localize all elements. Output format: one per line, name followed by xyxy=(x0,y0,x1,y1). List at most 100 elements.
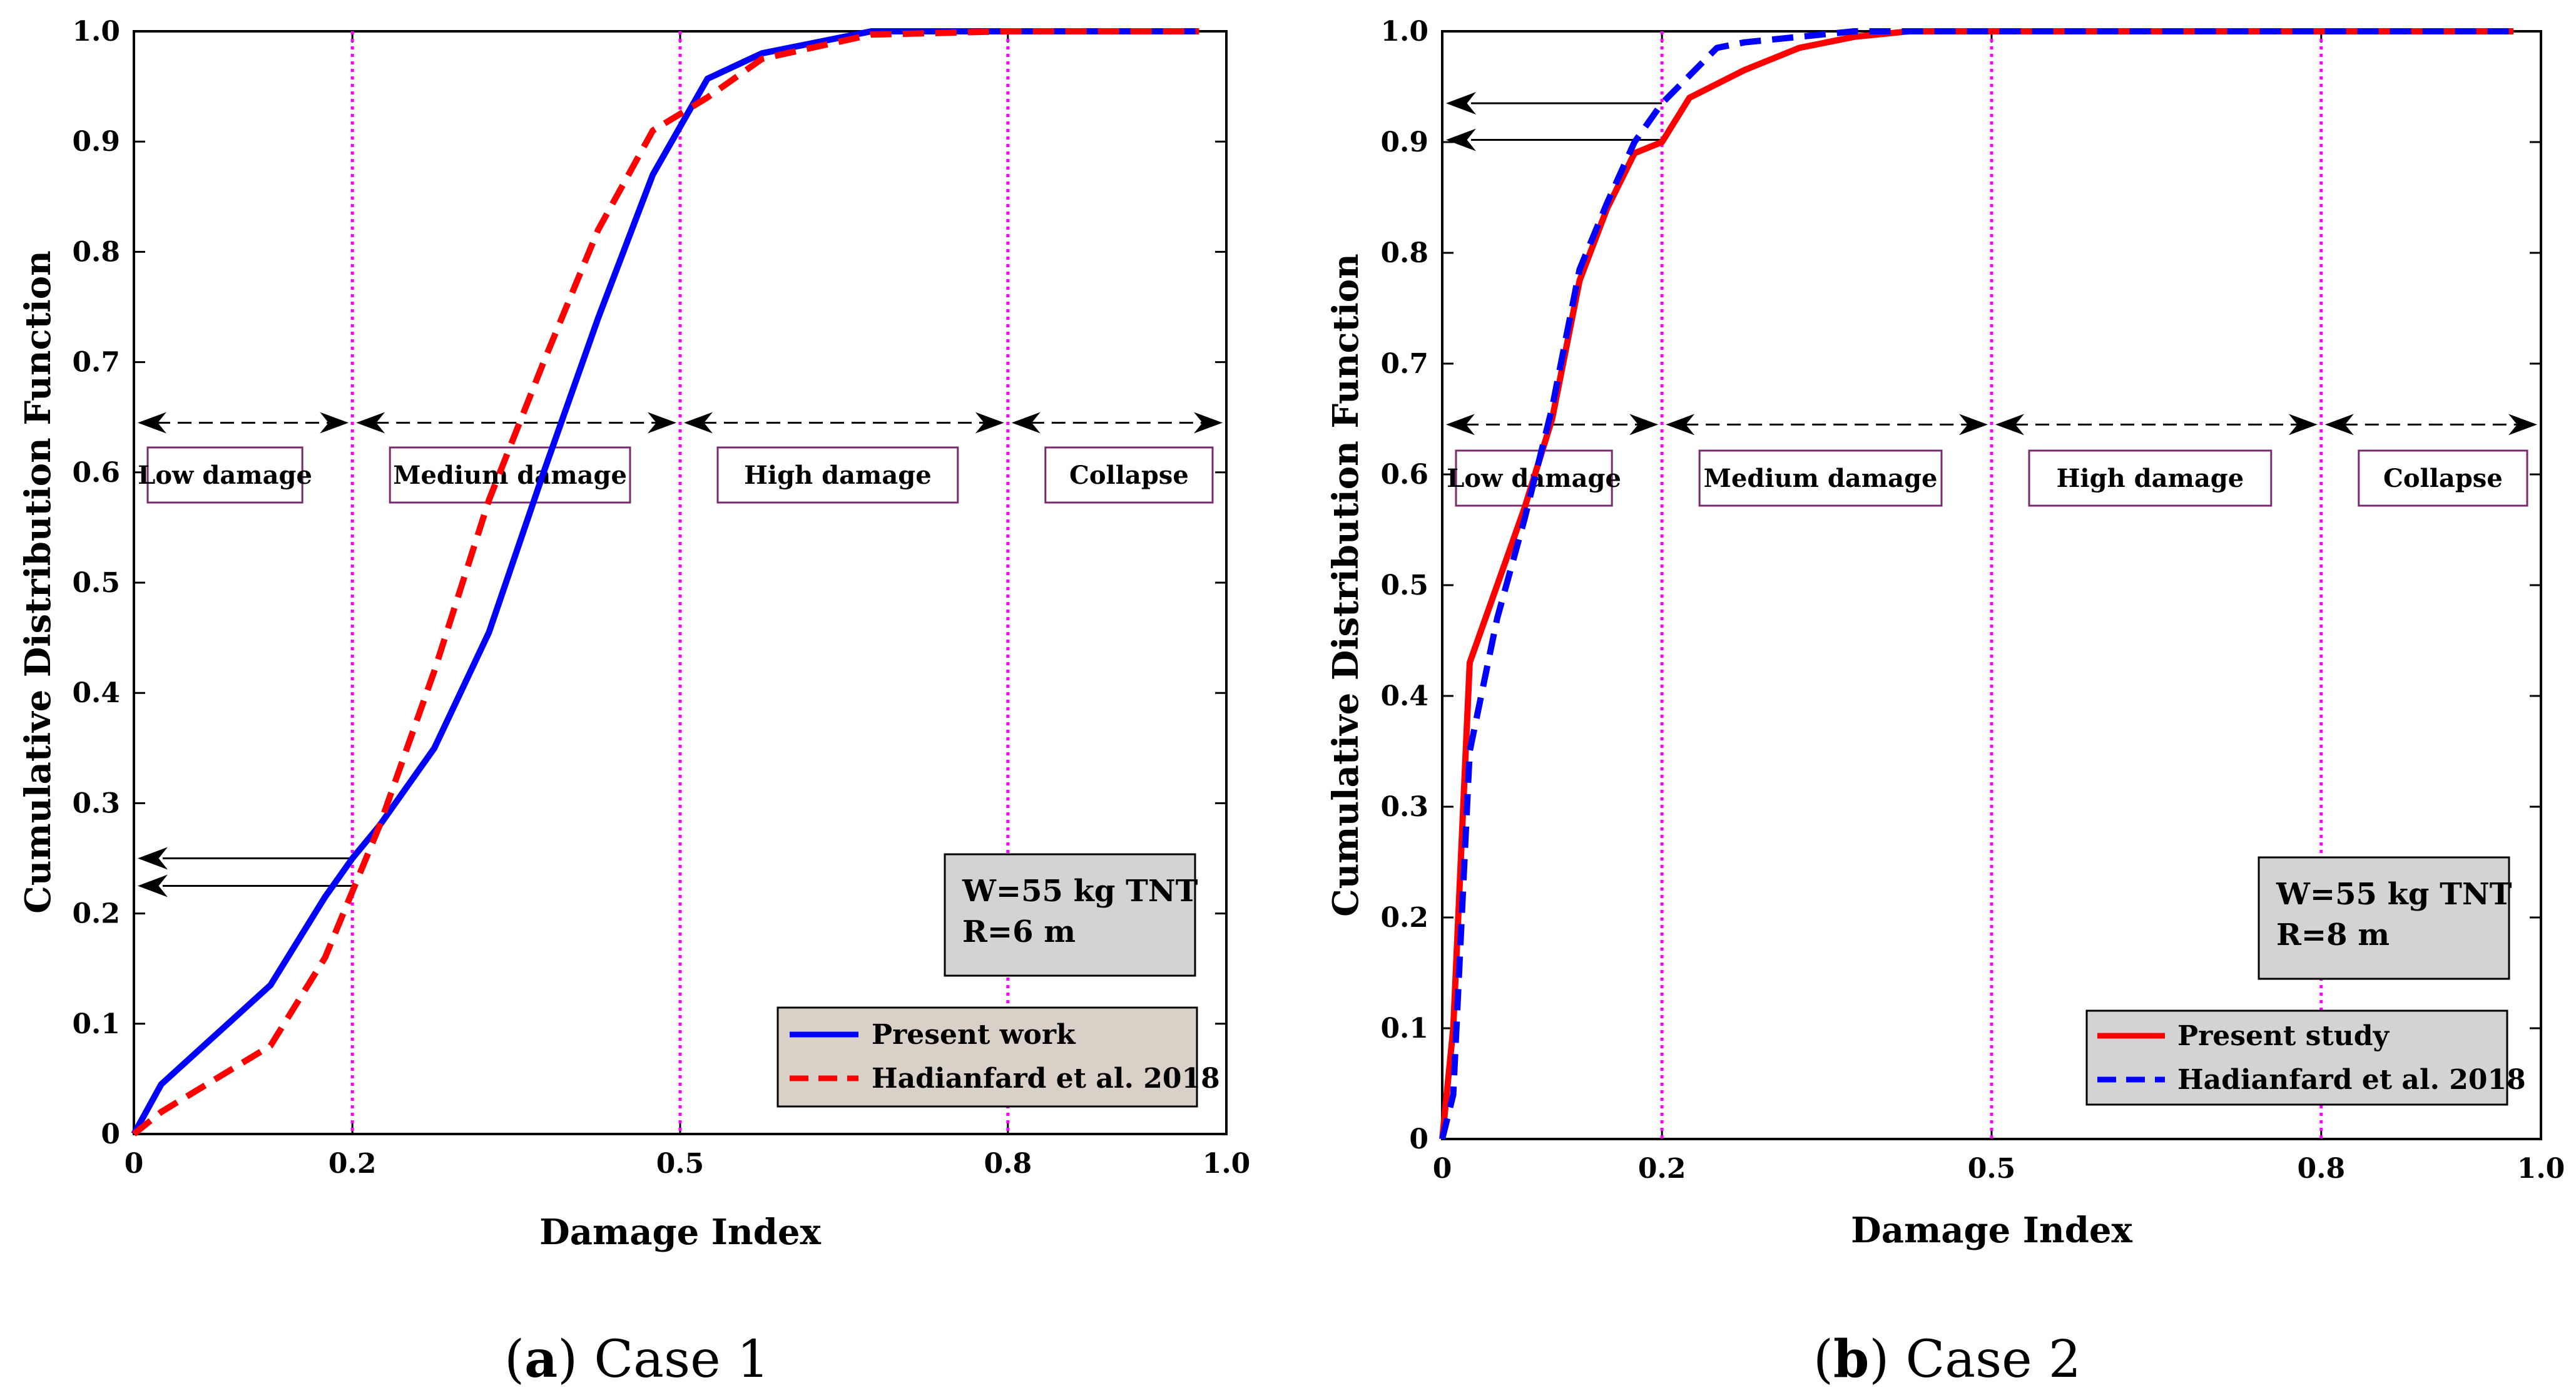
scenario-annotation-box: W=55 kg TNT R=8 m xyxy=(2258,856,2512,980)
zone-label-box xyxy=(389,446,631,504)
zone-arrowhead-left xyxy=(1666,414,1695,436)
zone-label-box xyxy=(716,446,959,504)
series-line-hadianfard-et-al-2018 xyxy=(131,28,1199,1137)
zone-label-box xyxy=(2028,449,2273,507)
annotation-line-1: W=55 kg TNT xyxy=(2276,877,2512,912)
y-tick-label: 0.5 xyxy=(72,567,120,599)
zone-arrowhead-left xyxy=(684,412,713,434)
zone-arrowhead-right xyxy=(648,412,676,434)
scenario-annotation-box: W=55 kg TNT R=6 m xyxy=(944,853,1198,977)
y-tick-label: 1.0 xyxy=(72,16,120,48)
zone-label-box xyxy=(146,446,303,504)
zone-collapse: Collapse xyxy=(1011,412,1223,504)
zone-label: Collapse xyxy=(1069,461,1189,490)
y-tick-label: 0 xyxy=(1409,1123,1428,1155)
zone-arrowhead-left xyxy=(356,412,385,434)
x-tick-label: 0.2 xyxy=(328,1148,377,1180)
pointer-arrowhead xyxy=(1446,92,1476,115)
data-series xyxy=(131,28,1199,1137)
zone-arrowhead-left xyxy=(1446,414,1475,436)
panel-caption: (b) Case 2 xyxy=(1813,1329,2081,1389)
x-tick-label: 0.5 xyxy=(656,1148,705,1180)
series-line-present-study xyxy=(1439,28,2514,1140)
zone-arrowhead-right xyxy=(320,412,349,434)
panel-caption: (a) Case 1 xyxy=(504,1329,770,1389)
y-tick-label: 0.6 xyxy=(72,457,120,489)
zone-arrowhead-right xyxy=(2288,414,2318,436)
legend-label-present-study: Present study xyxy=(2177,1020,2390,1052)
chart-panel-case-2: 0 0.2 0.5 0.8 1.0 00.10.20.30.40.50.60.70.80… xyxy=(1325,16,2565,1389)
y-tick-label: 0.2 xyxy=(1380,902,1428,934)
x-axis-label: Damage Index xyxy=(1851,1210,2132,1251)
x-axis-label: Damage Index xyxy=(539,1212,821,1253)
zone-arrowhead-left xyxy=(138,412,166,434)
y-tick-label: 0.7 xyxy=(1380,348,1428,380)
damage-zones: Low damage Medium damage High damage Collap… xyxy=(138,412,1223,504)
legend-label-hadianfard: Hadianfard et al. 2018 xyxy=(872,1063,1220,1095)
y-tick-label: 0.6 xyxy=(1380,459,1428,491)
x-tick-label: 0.5 xyxy=(1968,1153,2016,1185)
zone-high-damage: High damage xyxy=(1995,414,2318,507)
zone-label: Medium damage xyxy=(393,461,627,490)
zone-arrowhead-left xyxy=(2324,414,2354,436)
zone-arrowhead-right xyxy=(2508,414,2537,436)
zone-label: Low damage xyxy=(138,461,312,490)
x-axis-ticks: 0 0.2 0.5 0.8 1.0 xyxy=(1433,31,2565,1185)
y-tick-label: 0.8 xyxy=(1380,237,1428,269)
y-tick-label: 0.1 xyxy=(1380,1013,1428,1045)
zone-label: Collapse xyxy=(2383,464,2503,493)
zone-arrowhead-right xyxy=(1629,414,1659,436)
legend: Present work Hadianfard et al. 2018 xyxy=(776,1006,1220,1108)
zone-low-damage: Low damage xyxy=(138,412,349,504)
y-tick-label: 0.9 xyxy=(1380,126,1428,158)
y-axis-ticks: 0 0.1 0.2 0.3 0.4 0.5 0.6 0.7 0.8 0.9 1.0 xyxy=(1380,16,2541,1155)
x-tick-label: 0 xyxy=(125,1148,144,1180)
x-tick-label: 1.0 xyxy=(2517,1153,2565,1185)
y-tick-label: 0.3 xyxy=(72,787,120,819)
data-series xyxy=(1439,28,2514,1140)
zone-label-box xyxy=(2358,449,2528,507)
probability-pointer-arrows xyxy=(1446,92,1662,151)
x-tick-label: 0 xyxy=(1433,1153,1452,1185)
zone-high-damage: High damage xyxy=(684,412,1004,504)
y-tick-label: 0.3 xyxy=(1380,791,1428,823)
zone-arrowhead-right xyxy=(1959,414,1988,436)
zone-label: Medium damage xyxy=(1704,464,1938,493)
y-tick-label: 0.5 xyxy=(1380,570,1428,601)
zone-arrowhead-left xyxy=(1995,414,2024,436)
x-tick-label: 0.2 xyxy=(1638,1153,1686,1185)
caption-letter: b xyxy=(1833,1329,1869,1389)
zone-label: High damage xyxy=(2057,464,2244,493)
zone-arrowhead-right xyxy=(1194,412,1223,434)
annotation-line-2: R=6 m xyxy=(962,914,1076,949)
zone-arrowhead-left xyxy=(1011,412,1041,434)
y-tick-label: 0.9 xyxy=(72,126,120,158)
y-axis-label: Cumulative Distribution Function xyxy=(1325,253,1367,917)
y-tick-label: 0.8 xyxy=(72,236,120,268)
y-tick-label: 0.7 xyxy=(72,347,120,379)
y-axis-ticks: 0 0.1 0.2 0.3 0.4 0.5 0.6 0.7 0.8 0.9 1.0 xyxy=(72,16,1226,1150)
damage-threshold-lines xyxy=(350,31,1010,1134)
legend-label-present-work: Present work xyxy=(872,1019,1076,1051)
y-tick-label: 0.4 xyxy=(1380,680,1428,712)
x-tick-label: 0.8 xyxy=(2298,1153,2346,1185)
x-tick-label: 0.8 xyxy=(984,1148,1032,1180)
pointer-arrowhead xyxy=(138,874,168,897)
zone-label-box xyxy=(1698,449,1943,507)
probability-pointer-arrows xyxy=(138,847,353,897)
legend: Present study Hadianfard et al. 2018 xyxy=(2085,1009,2526,1106)
y-tick-label: 1.0 xyxy=(1380,16,1428,48)
zone-medium-damage: Medium damage xyxy=(1666,414,1988,507)
annotation-line-2: R=8 m xyxy=(2276,917,2390,953)
series-line-hadianfard-et-al-2018 xyxy=(1439,28,2514,1140)
zone-label: High damage xyxy=(744,461,932,490)
zone-medium-damage: Medium damage xyxy=(356,412,676,504)
annotation-line-1: W=55 kg TNT xyxy=(962,874,1198,909)
zone-label-box xyxy=(1044,446,1214,504)
damage-threshold-lines xyxy=(1660,31,2323,1139)
zone-collapse: Collapse xyxy=(2324,414,2537,507)
y-tick-label: 0 xyxy=(101,1118,120,1150)
caption-letter: a xyxy=(524,1329,557,1389)
pointer-arrowhead xyxy=(138,847,168,870)
